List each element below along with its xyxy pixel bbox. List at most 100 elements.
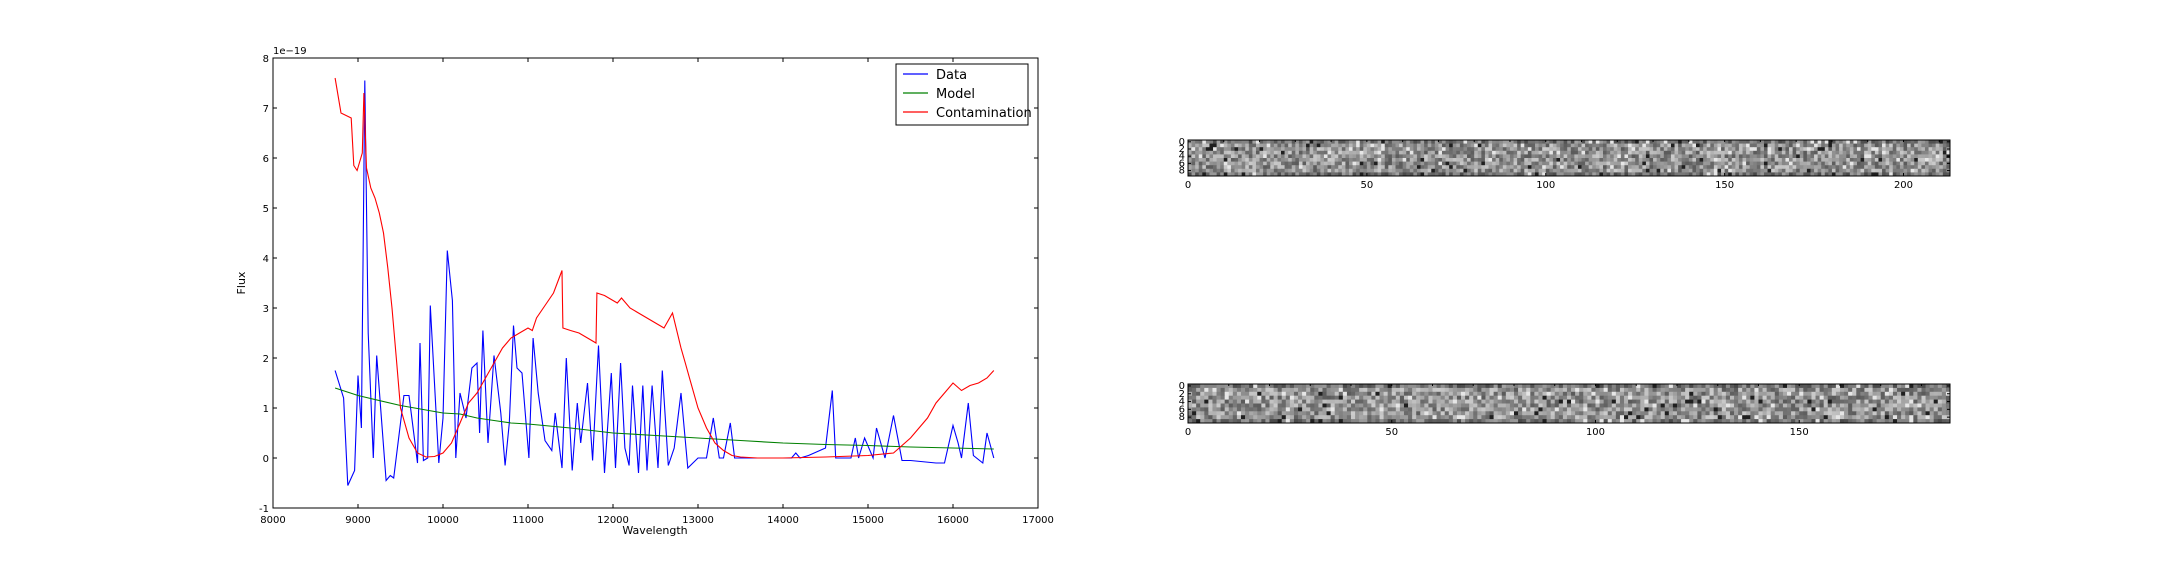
heatmap-cell <box>1469 403 1474 408</box>
heatmap-cell <box>1725 403 1731 408</box>
heatmap-cell <box>1370 165 1375 170</box>
heatmap-cell <box>1298 399 1303 404</box>
heatmap-cell <box>1493 415 1499 420</box>
heatmap-cell <box>1295 143 1300 148</box>
heatmap-cell <box>1864 161 1869 166</box>
heatmap-cell <box>1248 143 1253 148</box>
heatmap-cell <box>1760 140 1765 144</box>
heatmap-cell <box>1463 158 1468 162</box>
heatmap-cell <box>1652 387 1657 393</box>
heatmap-cell <box>1403 387 1409 393</box>
x-tick-label: 150 <box>1790 427 1809 438</box>
heatmap-cell <box>1198 158 1203 162</box>
heatmap-cell <box>1289 395 1295 400</box>
heatmap-cell <box>1558 391 1564 397</box>
heatmap-cell <box>1587 384 1592 389</box>
heatmap-cell <box>1322 395 1327 400</box>
heatmap-cell <box>1941 391 1947 397</box>
heatmap-cell <box>1868 384 1873 389</box>
heatmap-cell <box>1660 391 1666 397</box>
heatmap-cell <box>1925 387 1931 393</box>
heatmap-cell <box>1872 399 1878 404</box>
heatmap-cell <box>1571 411 1576 416</box>
heatmap-cell <box>1648 403 1653 408</box>
heatmap-cell <box>1245 168 1250 173</box>
heatmap-cell <box>1591 415 1596 420</box>
heatmap-cell <box>1856 147 1861 152</box>
heatmap-cell <box>1917 172 1922 177</box>
heatmap-cell <box>1359 384 1364 389</box>
heatmap-cell <box>1356 150 1361 155</box>
heatmap-cell <box>1334 140 1339 144</box>
heatmap-cell <box>1819 403 1825 408</box>
heatmap-cell <box>1645 147 1650 152</box>
heatmap-cell <box>1803 419 1808 424</box>
heatmap-cell <box>1672 387 1678 393</box>
heatmap-cell <box>1917 403 1922 408</box>
heatmap-cell <box>1249 419 1254 424</box>
heatmap-cell <box>1848 387 1853 393</box>
heatmap-cell <box>1656 399 1662 404</box>
heatmap-cell <box>1538 147 1543 152</box>
heatmap-cell <box>1284 158 1289 162</box>
heatmap-cell <box>1375 391 1380 397</box>
heatmap-cell <box>1424 403 1429 408</box>
heatmap-cell <box>1506 161 1511 166</box>
heatmap-cell <box>1363 143 1368 148</box>
heatmap-cell <box>1619 395 1625 400</box>
heatmap-cell <box>1563 158 1568 162</box>
heatmap-cell <box>1799 172 1804 177</box>
heatmap-cell <box>1318 403 1323 408</box>
heatmap-cell <box>1928 154 1933 159</box>
heatmap-cell <box>1933 411 1939 416</box>
heatmap-cell <box>1322 415 1327 420</box>
heatmap-cell <box>1738 384 1743 389</box>
heatmap-cell <box>1932 168 1937 173</box>
heatmap-cell <box>1323 147 1328 152</box>
heatmap-cell <box>1556 140 1561 144</box>
heatmap-cell <box>1501 403 1507 408</box>
heatmap-cell <box>1928 147 1933 152</box>
heatmap-cell <box>1581 150 1586 155</box>
heatmap-cell <box>1585 158 1590 162</box>
heatmap-cell <box>1331 168 1336 173</box>
heatmap-cell <box>1884 399 1890 404</box>
heatmap-cell <box>1728 150 1733 155</box>
heatmap-cell <box>1420 154 1425 159</box>
heatmap-cell <box>1756 154 1761 159</box>
heatmap-cell <box>1725 415 1731 420</box>
heatmap-cell <box>1828 140 1833 144</box>
heatmap-cell <box>1868 387 1873 393</box>
heatmap-cell <box>1607 395 1613 400</box>
heatmap-cell <box>1756 140 1761 144</box>
heatmap-cell <box>1681 399 1686 404</box>
heatmap-cell <box>1546 387 1552 393</box>
heatmap-cell <box>1856 384 1861 389</box>
heatmap-cell <box>1603 403 1609 408</box>
heatmap-cell <box>1617 165 1622 170</box>
heatmap-cell <box>1782 399 1788 404</box>
heatmap-cell <box>1277 140 1282 144</box>
heatmap-cell <box>1327 147 1332 152</box>
heatmap-cell <box>1867 154 1872 159</box>
heatmap-cell <box>1252 172 1257 177</box>
heatmap-cell <box>1209 158 1214 162</box>
heatmap-cell <box>1205 165 1210 170</box>
heatmap-cell <box>1408 419 1413 424</box>
heatmap-cell <box>1484 154 1489 159</box>
heatmap-cell <box>1461 403 1466 408</box>
heatmap-cell <box>1257 403 1262 408</box>
heatmap-cell <box>1395 165 1400 170</box>
heatmap-cell <box>1356 143 1361 148</box>
heatmap-cell <box>1330 415 1336 420</box>
heatmap-cell <box>1667 140 1672 144</box>
heatmap-cell <box>1574 140 1579 144</box>
heatmap-cell <box>1706 143 1711 148</box>
heatmap-cell <box>1914 140 1919 144</box>
heatmap-cell <box>1448 403 1454 408</box>
heatmap-cell <box>1195 140 1200 144</box>
heatmap-cell <box>1309 161 1314 166</box>
heatmap-cell <box>1624 154 1629 159</box>
heatmap-cell <box>1946 172 1951 177</box>
heatmap-cell <box>1522 384 1527 389</box>
